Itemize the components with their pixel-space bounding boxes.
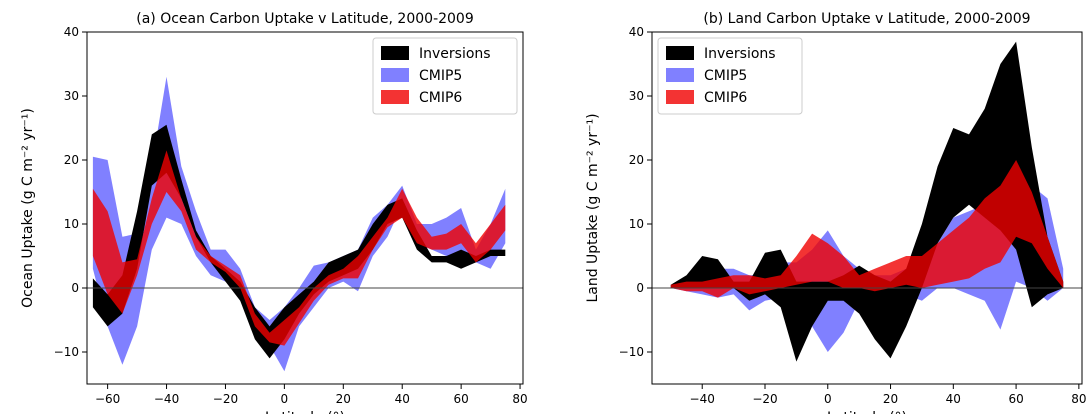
- legend-swatch-inversions: [666, 46, 694, 60]
- x-tick-label: 40: [395, 392, 410, 406]
- x-tick-label: 20: [883, 392, 898, 406]
- x-tick-label: −20: [213, 392, 238, 406]
- x-axis-label: Latitude (°): [827, 410, 907, 414]
- y-tick-label: 40: [629, 25, 644, 39]
- y-tick-label: 0: [636, 281, 644, 295]
- legend-label-inversions: Inversions: [419, 46, 491, 62]
- x-tick-label: 40: [946, 392, 961, 406]
- band-cmip6: [92, 150, 506, 346]
- y-tick-label: 40: [64, 25, 79, 39]
- chart-title: (b) Land Carbon Uptake v Latitude, 2000-…: [703, 11, 1030, 27]
- y-tick-label: 20: [64, 153, 79, 167]
- land-uptake-chart: −40 −20 0 20 40 60 80 −10 0 10 20 30 40 (b) Land Carb…: [585, 11, 1087, 414]
- x-axis-label: Latitude (°): [265, 410, 345, 414]
- legend: Inversions CMIP5 CMIP6: [657, 37, 803, 115]
- x-tick-label: 80: [512, 392, 527, 406]
- legend-swatch-cmip6: [666, 90, 694, 104]
- x-tick-label: 60: [1008, 392, 1023, 406]
- y-tick-label: 20: [629, 153, 644, 167]
- y-tick-label: 30: [64, 89, 79, 103]
- legend-swatch-cmip5: [381, 68, 409, 82]
- legend-swatch-inversions: [381, 46, 409, 60]
- legend-label-cmip6: CMIP6: [704, 90, 747, 106]
- y-axis-label: Land Uptake (g C m⁻² yr⁻¹): [585, 113, 601, 302]
- plot-frame: [86, 31, 524, 385]
- x-tick-label: 0: [281, 392, 289, 406]
- plot-frame: [651, 31, 1083, 385]
- x-tick-label: 20: [336, 392, 351, 406]
- x-tick-label: −20: [752, 392, 777, 406]
- y-axis-label: Ocean Uptake (g C m⁻² yr⁻¹): [20, 108, 36, 308]
- x-tick-label: 60: [453, 392, 468, 406]
- ocean-uptake-chart: −60 −40 −20 0 20 40 60 80 −10 0 10 20 30 40 (a) Ocean …: [20, 11, 528, 414]
- x-tick-label: −40: [690, 392, 715, 406]
- y-tick-label: −10: [619, 345, 644, 359]
- y-tick-label: 10: [64, 217, 79, 231]
- x-tick-label: −60: [95, 392, 120, 406]
- legend-swatch-cmip5: [666, 68, 694, 82]
- legend-label-cmip5: CMIP5: [704, 68, 747, 84]
- x-tick-label: 80: [1071, 392, 1086, 406]
- band-cmip6: [670, 160, 1064, 298]
- y-tick-label: 0: [71, 281, 79, 295]
- chart-title: (a) Ocean Carbon Uptake v Latitude, 2000…: [136, 11, 474, 27]
- y-tick-label: 30: [629, 89, 644, 103]
- x-tick-label: 0: [824, 392, 832, 406]
- legend-label-cmip6: CMIP6: [419, 90, 462, 106]
- legend-label-cmip5: CMIP5: [419, 68, 462, 84]
- legend-swatch-cmip6: [381, 90, 409, 104]
- legend-label-inversions: Inversions: [704, 46, 776, 62]
- legend: Inversions CMIP5 CMIP6: [372, 37, 518, 115]
- y-tick-label: 10: [629, 217, 644, 231]
- y-tick-label: −10: [54, 345, 79, 359]
- x-tick-label: −40: [154, 392, 179, 406]
- band-cmip5: [92, 76, 506, 372]
